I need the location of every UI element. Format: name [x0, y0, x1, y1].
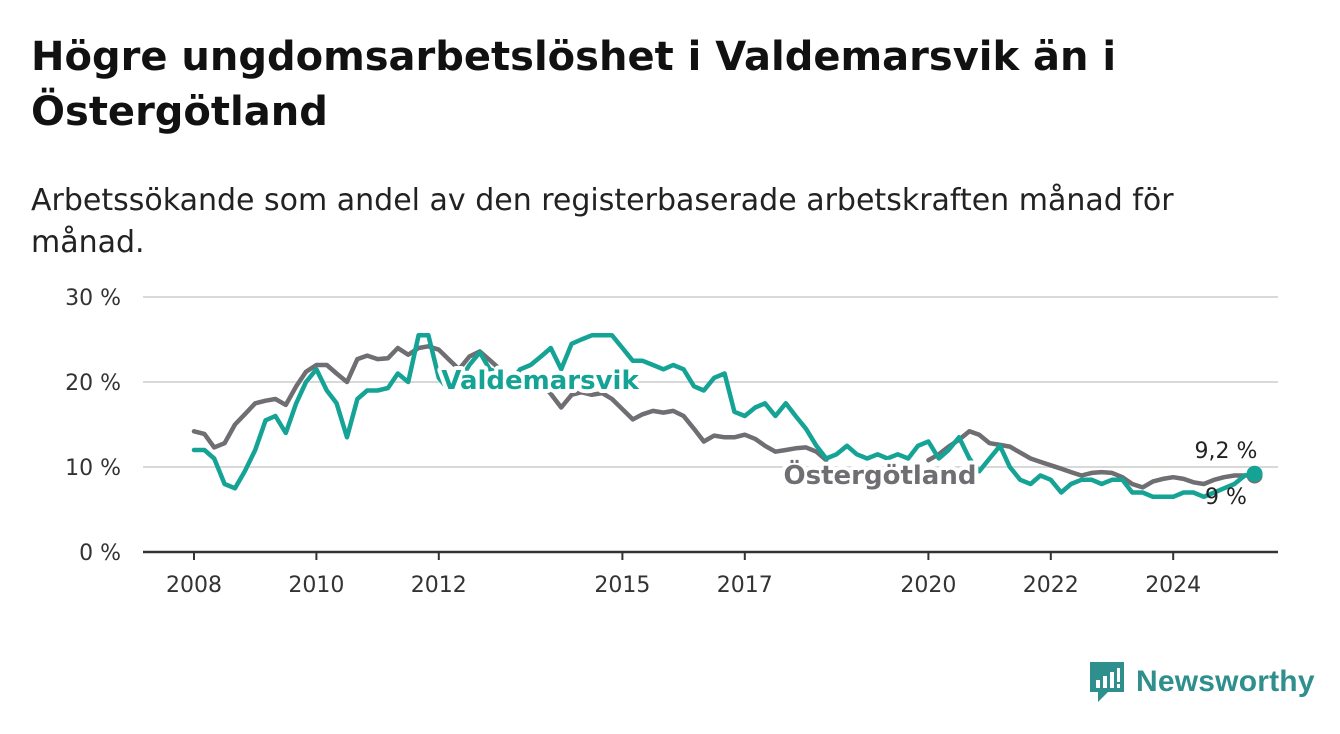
x-tick-label: 2015	[594, 573, 650, 598]
x-tick-label: 2024	[1145, 573, 1201, 598]
x-tick-label: 2022	[1023, 573, 1079, 598]
newsworthy-logo: Newsworthy	[1088, 660, 1315, 704]
y-tick-label: 30 %	[65, 286, 121, 311]
ostergotland-line	[191, 344, 829, 463]
newsworthy-logo-icon	[1090, 662, 1124, 702]
brand-name: Newsworthy	[1136, 665, 1315, 698]
valdemarsvik-line	[191, 333, 1257, 500]
ostergotland-series-label: Östergötland	[784, 458, 977, 491]
valdemarsvik-end-label: 9,2 %	[1195, 439, 1258, 464]
axis-layer: 0 % 10 % 20 % 30 % 2008 2010 2012 2015 2017 2020 2…	[65, 286, 1278, 598]
line-chart: 0 % 10 % 20 % 30 % 2008 2010 2012 2015 2017 2020 2…	[65, 286, 1278, 598]
y-tick-label: 0 %	[79, 541, 121, 566]
chart-title: Högre ungdomsarbetslöshet i Valdemarsvik…	[31, 34, 1117, 135]
x-tick-label: 2008	[166, 573, 222, 598]
x-tick-label: 2012	[411, 573, 467, 598]
y-tick-label: 10 %	[65, 456, 121, 481]
series-layer	[191, 333, 1263, 500]
valdemarsvik-series-label: Valdemarsvik	[441, 366, 639, 396]
valdemarsvik-end-point	[1246, 465, 1263, 482]
x-tick-label: 2010	[288, 573, 344, 598]
ostergotland-line	[926, 429, 1257, 490]
y-tick-label: 20 %	[65, 371, 121, 396]
x-tick-label: 2020	[900, 573, 956, 598]
ostergotland-series-label-halo: Östergötland	[784, 458, 977, 491]
chart-subtitle: Arbetssökande som andel av den registerb…	[31, 183, 1174, 260]
ostergotland-end-label: 9 %	[1205, 485, 1247, 510]
label-layer: ValdemarsvikValdemarsvikÖstergötlandÖste…	[437, 362, 1258, 510]
valdemarsvik-series-label-halo: Valdemarsvik	[441, 366, 639, 396]
x-tick-label: 2017	[717, 573, 773, 598]
